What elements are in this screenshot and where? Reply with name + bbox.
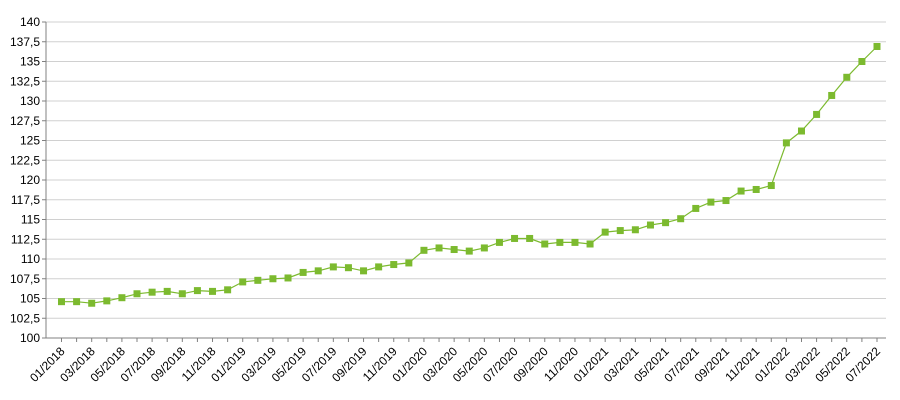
y-tick-label: 105	[20, 292, 40, 306]
data-point	[752, 185, 760, 193]
y-tick-label: 132,5	[10, 74, 40, 88]
data-point	[73, 298, 81, 306]
data-point	[209, 287, 217, 295]
data-point	[646, 221, 654, 229]
data-point	[435, 244, 443, 252]
y-tick-label: 135	[20, 55, 40, 69]
data-point	[163, 287, 171, 295]
data-point	[737, 187, 745, 195]
y-tick-label: 130	[20, 94, 40, 108]
data-point	[797, 127, 805, 135]
data-point	[299, 268, 307, 276]
data-point	[360, 267, 368, 275]
data-point	[450, 246, 458, 254]
data-point	[193, 287, 201, 295]
x-axis-tick-labels: 01/201803/201805/201807/201809/201811/20…	[27, 344, 883, 385]
y-tick-label: 122,5	[10, 153, 40, 167]
data-point	[269, 275, 277, 283]
data-point	[254, 276, 262, 284]
y-tick-label: 102,5	[10, 311, 40, 325]
y-tick-label: 110	[21, 252, 40, 266]
data-point	[239, 278, 247, 286]
data-point	[556, 238, 564, 246]
y-axis-tick-labels: 100 102,5 105 107,5 110 112,5 115 117,5 120 122,5…	[10, 15, 40, 345]
data-point	[405, 259, 413, 267]
data-point	[329, 263, 337, 271]
data-point	[511, 234, 519, 242]
data-point	[858, 58, 866, 65]
data-point	[178, 290, 186, 298]
data-point	[586, 240, 594, 248]
data-point	[390, 261, 398, 269]
data-point	[601, 228, 609, 236]
data-point	[495, 238, 503, 246]
data-point	[541, 240, 549, 248]
y-tick-label: 115	[21, 213, 40, 227]
data-point	[133, 290, 141, 298]
data-point	[224, 286, 232, 294]
data-point	[465, 247, 473, 255]
data-point	[118, 294, 126, 302]
y-tick-label: 112,5	[11, 232, 40, 246]
data-point	[148, 288, 156, 296]
gridlines	[42, 21, 886, 342]
y-tick-label: 137,5	[10, 35, 40, 49]
data-point	[526, 234, 534, 242]
data-point	[662, 219, 670, 227]
data-point	[828, 91, 836, 99]
data-point	[375, 263, 383, 271]
y-tick-label: 117,5	[11, 193, 40, 207]
y-tick-label: 125	[20, 134, 40, 148]
y-tick-label: 107,5	[10, 272, 40, 286]
data-point	[707, 198, 715, 206]
data-point	[616, 227, 624, 235]
data-point	[284, 274, 292, 282]
data-point	[314, 267, 322, 275]
y-tick-label: 100	[20, 331, 40, 345]
data-points	[58, 42, 881, 307]
data-point	[873, 42, 881, 50]
data-point	[103, 297, 111, 305]
data-point	[58, 298, 65, 306]
data-point	[767, 182, 775, 190]
data-point	[420, 246, 428, 254]
data-point	[344, 264, 352, 272]
data-point	[480, 244, 488, 252]
data-point	[692, 204, 700, 212]
y-tick-label: 120	[20, 173, 40, 187]
data-point	[722, 197, 730, 205]
data-point	[631, 226, 639, 234]
data-point	[782, 139, 790, 147]
data-point	[813, 110, 821, 118]
data-point	[677, 215, 685, 223]
data-point	[571, 238, 579, 246]
data-point	[88, 299, 96, 307]
data-point	[843, 73, 851, 81]
y-tick-label: 127,5	[10, 114, 40, 128]
y-tick-label: 140	[20, 15, 40, 29]
